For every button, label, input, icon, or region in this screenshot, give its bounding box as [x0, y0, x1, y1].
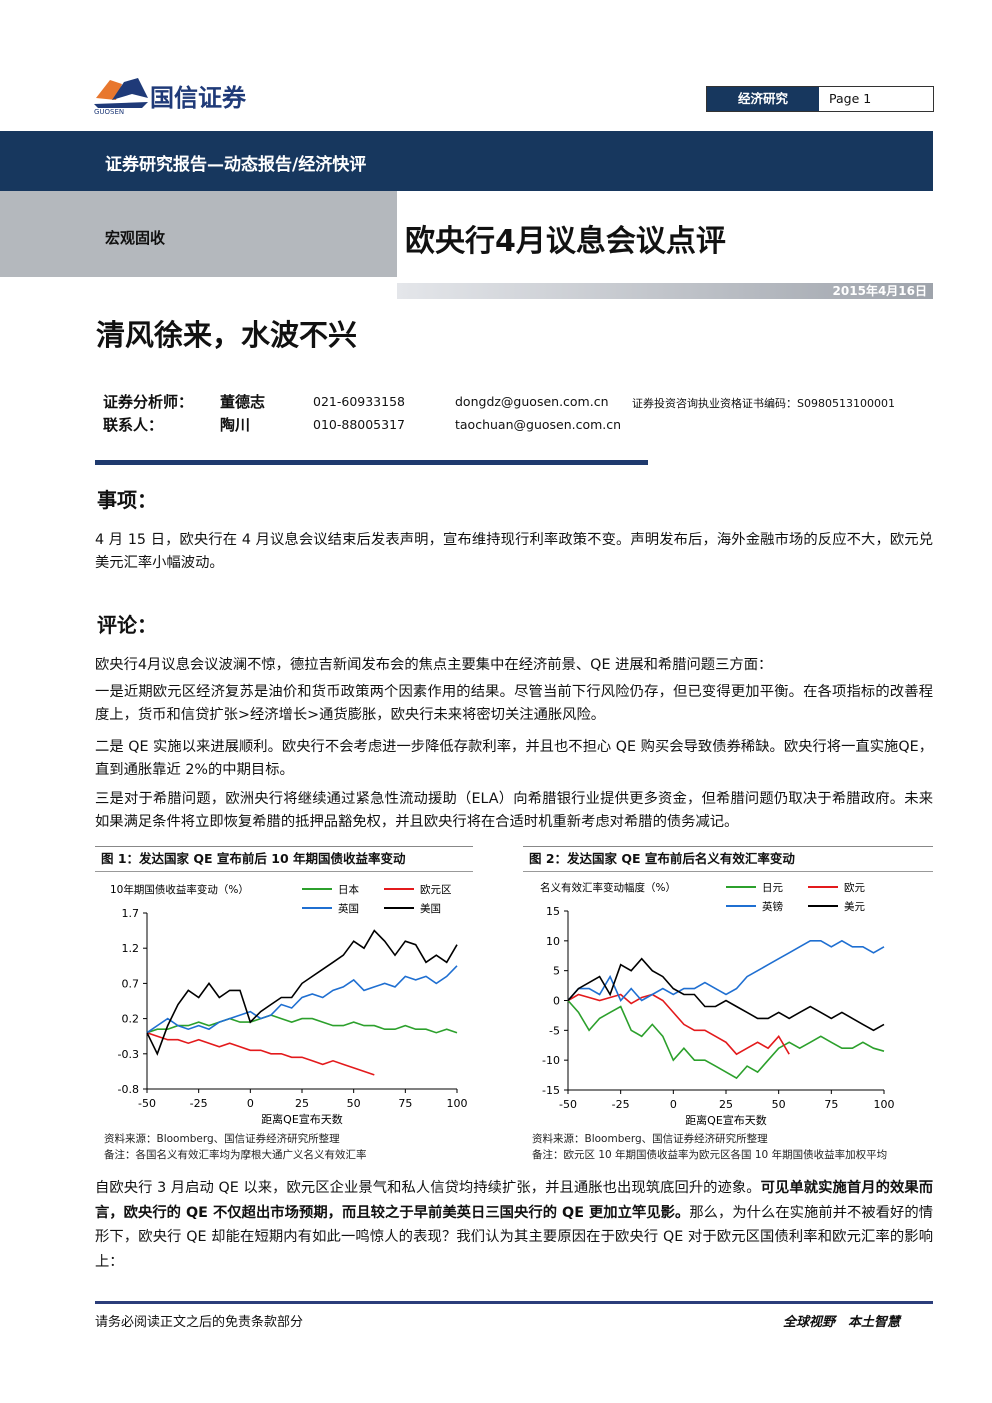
figure-source: 资料来源：Bloomberg、国信证券经济研究所整理	[532, 1133, 768, 1145]
x-tick-label: 75	[824, 1098, 838, 1111]
series-line	[146, 965, 458, 1034]
y-axis-label: 10年期国债收益率变动（%）	[110, 883, 249, 896]
disclaimer: 请务必阅读正文之后的免责条款部分	[95, 1315, 304, 1330]
text-run: 自欧央行 3 月启动 QE 以来，欧元区企业景气和私人信贷均持续扩张，并且通胀也…	[95, 1180, 761, 1196]
paragraph: 一是近期欧元区经济复苏是油价和货币政策两个因素作用的结果。尽管当前下行风险仍存，…	[95, 684, 933, 723]
contact-name: 陶川	[220, 416, 251, 434]
x-tick-label: 100	[447, 1097, 468, 1110]
figure-title: 图 2：发达国家 QE 宣布前后名义有效汇率变动	[523, 847, 933, 872]
date-bar: 2015年4月16日	[397, 283, 933, 299]
slogan: 全球视野 本土智慧	[782, 1315, 900, 1330]
analyst-phone: 021-60933158	[313, 394, 405, 409]
x-tick-label: 25	[719, 1098, 733, 1111]
y-tick-label: 0	[553, 995, 560, 1008]
paragraph: 二是 QE 实施以来进展顺利。欧央行不会考虑进一步降低存款利率，并且也不担心 Q…	[95, 739, 933, 778]
figure-note: 备注：欧元区 10 年期国债收益率为欧元区各国 10 年期国债收益率加权平均	[532, 1149, 888, 1161]
text-run: 那么，为什么在实施前并不被看好的情形下，欧央行 QE 却能在短期内有如此一鸣惊人…	[95, 1204, 933, 1270]
section-box: 经济研究 Page 1	[706, 86, 934, 112]
y-tick-label: 5	[553, 965, 560, 978]
contact-role: 联系人：	[103, 416, 164, 434]
figure-note: 备注：各国名义有效汇率均为摩根大通广义名义有效汇率	[104, 1149, 367, 1161]
x-axis-label: 距离QE宣布天数	[261, 1112, 343, 1126]
report-type: 证券研究报告—动态报告/经济快评	[105, 155, 367, 175]
date: 2015年4月16日	[832, 284, 927, 298]
paragraph: 自欧央行 3 月启动 QE 以来，欧元区企业景气和私人信贷均持续扩张，并且通胀也…	[95, 1176, 933, 1274]
paragraph: 欧央行4月议息会议波澜不惊，德拉吉新闻发布会的焦点主要集中在经济前景、QE 进展…	[95, 657, 773, 673]
series-line	[146, 1031, 375, 1076]
series-line	[567, 999, 885, 1080]
figure-title: 图 1：发达国家 QE 宣布前后 10 年期国债收益率变动	[95, 847, 473, 872]
x-tick-label: 50	[347, 1097, 361, 1110]
x-tick-label: -50	[138, 1097, 156, 1110]
analyst-name: 董德志	[220, 393, 266, 411]
series-line	[567, 957, 885, 1032]
brand: 国信证券	[150, 84, 246, 112]
page-number: Page 1	[829, 91, 872, 106]
x-tick-label: 0	[247, 1097, 254, 1110]
series-line	[567, 993, 790, 1056]
y-tick-label: 0.2	[122, 1013, 140, 1026]
footer-rule	[95, 1301, 933, 1304]
y-axis-label: 名义有效汇率变动幅度（%）	[540, 881, 676, 894]
figure-source: 资料来源：Bloomberg、国信证券经济研究所整理	[104, 1133, 340, 1145]
analyst-role: 证券分析师：	[103, 393, 194, 411]
paragraph: 4 月 15 日，欧央行在 4 月议息会议结束后发表声明，宣布维持现行利率政策不…	[95, 532, 933, 571]
x-tick-label: -25	[612, 1098, 630, 1111]
x-tick-label: 0	[670, 1098, 677, 1111]
legend-label: 欧元	[844, 882, 865, 894]
divider	[95, 460, 648, 465]
legend-label: 美元	[844, 900, 865, 913]
section: 经济研究	[707, 87, 819, 111]
section-heading: 评论：	[97, 613, 157, 637]
y-tick-label: -15	[542, 1084, 560, 1097]
legend-label: 日本	[338, 883, 359, 896]
text-run: 可见单就实施首月的效果而言，欧央行的 QE 不仅超出市场预期，而且较之于早前美英…	[95, 1180, 933, 1221]
headline: 清风徐来，水波不兴	[96, 318, 358, 352]
legend-label: 美国	[420, 902, 441, 915]
legend-label: 英镑	[762, 900, 783, 913]
x-tick-label: -25	[190, 1097, 208, 1110]
contact-phone: 010-88005317	[313, 417, 405, 432]
y-tick-label: -0.3	[118, 1048, 139, 1061]
y-tick-label: 0.7	[122, 977, 140, 990]
y-tick-label: -10	[542, 1054, 560, 1067]
series-line	[567, 939, 885, 1002]
brand-en: GUOSEN	[94, 108, 125, 116]
category: 宏观固收	[105, 229, 166, 247]
legend-label: 日元	[762, 882, 783, 894]
series-line	[146, 929, 458, 1056]
category-block: 宏观固收	[0, 191, 397, 277]
section-heading: 事项：	[97, 488, 157, 512]
analyst-email: dongdz@guosen.com.cn	[455, 394, 609, 409]
y-tick-label: -0.8	[118, 1083, 139, 1096]
report-title: 欧央行4月议息会议点评	[405, 224, 726, 259]
x-tick-label: -50	[559, 1098, 577, 1111]
figure: 图 1：发达国家 QE 宣布前后 10 年期国债收益率变动 10年期国债收益率变…	[95, 846, 473, 1136]
y-tick-label: 1.2	[122, 942, 140, 955]
series-line	[146, 1014, 458, 1034]
contact-email: taochuan@guosen.com.cn	[455, 417, 622, 432]
y-tick-label: 10	[546, 935, 560, 948]
x-tick-label: 50	[772, 1098, 786, 1111]
legend-label: 欧元区	[420, 884, 452, 896]
y-tick-label: -5	[549, 1024, 560, 1037]
x-tick-label: 75	[398, 1097, 412, 1110]
chart: 10年期国债收益率变动（%） -0.8 -0.3 0.2 0.7 1.2 1.7 -50 -25…	[110, 883, 468, 1126]
y-tick-label: 1.7	[122, 907, 140, 920]
x-tick-label: 25	[295, 1097, 309, 1110]
x-tick-label: 100	[874, 1098, 895, 1111]
logo-mark	[94, 78, 148, 108]
paragraph: 三是对于希腊问题，欧洲央行将继续通过紧急性流动援助（ELA）向希腊银行业提供更多…	[95, 791, 933, 830]
legend-label: 英国	[338, 902, 359, 915]
analyst-license: 证券投资咨询执业资格证书编码：S0980513100001	[632, 397, 895, 410]
x-axis-label: 距离QE宣布天数	[685, 1113, 767, 1127]
y-tick-label: 15	[546, 905, 560, 918]
figure: 图 2：发达国家 QE 宣布前后名义有效汇率变动 名义有效汇率变动幅度（%） -1…	[523, 846, 933, 1136]
report-band: 证券研究报告—动态报告/经济快评	[0, 131, 933, 191]
